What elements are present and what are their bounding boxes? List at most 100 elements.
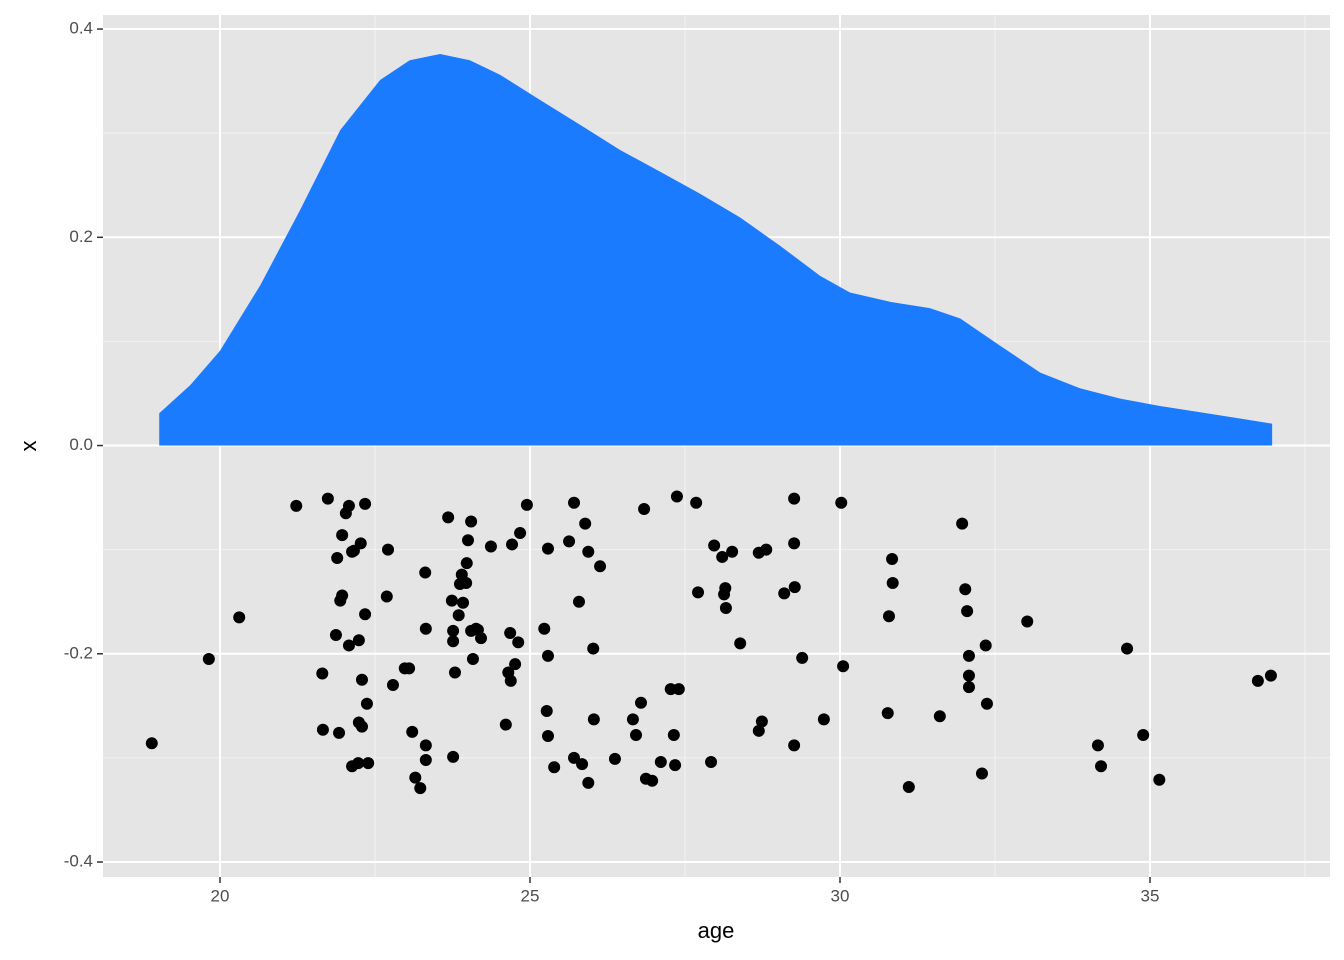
point — [406, 725, 419, 738]
point — [646, 774, 659, 787]
point — [961, 605, 974, 618]
point — [354, 537, 367, 550]
point — [336, 589, 349, 602]
point — [333, 726, 346, 739]
point — [690, 496, 703, 509]
point — [582, 545, 595, 558]
point — [708, 539, 721, 552]
point — [475, 632, 488, 645]
point — [403, 662, 416, 675]
x-tick-label: 25 — [521, 886, 540, 905]
point — [1091, 739, 1104, 752]
point — [448, 666, 461, 679]
point — [419, 566, 432, 579]
point — [355, 720, 368, 733]
point — [331, 551, 344, 564]
point — [734, 637, 747, 650]
point — [692, 586, 705, 599]
point — [568, 751, 581, 764]
point — [499, 718, 512, 731]
point — [667, 728, 680, 741]
point — [329, 629, 342, 642]
point — [514, 526, 527, 539]
point — [538, 622, 551, 635]
point — [1121, 642, 1134, 655]
point — [465, 515, 478, 528]
y-tick-label: -0.2 — [64, 643, 93, 662]
point — [460, 557, 473, 570]
point — [902, 781, 915, 794]
y-axis-title: x — [16, 441, 41, 452]
point — [719, 601, 732, 614]
point — [654, 756, 667, 769]
point — [594, 560, 607, 573]
point — [1153, 773, 1166, 786]
point — [788, 492, 801, 505]
point — [359, 497, 372, 510]
point — [520, 498, 533, 511]
point — [726, 545, 739, 558]
point — [579, 517, 592, 530]
point — [1137, 728, 1150, 741]
point — [975, 767, 988, 780]
point — [634, 696, 647, 709]
point — [1264, 669, 1277, 682]
point — [705, 756, 718, 769]
point — [638, 503, 651, 516]
point — [442, 511, 455, 524]
point — [145, 737, 158, 750]
point — [630, 728, 643, 741]
point — [962, 669, 975, 682]
point — [563, 535, 576, 548]
y-tick-label: 0.0 — [69, 435, 93, 454]
point — [460, 576, 473, 589]
point — [933, 710, 946, 723]
point — [414, 782, 427, 795]
point — [626, 713, 639, 726]
point — [796, 651, 809, 664]
point — [342, 499, 355, 512]
point — [572, 595, 585, 608]
point — [419, 753, 432, 766]
point — [362, 757, 375, 770]
point — [1095, 760, 1108, 773]
point — [959, 583, 972, 596]
point — [512, 636, 525, 649]
point — [881, 707, 894, 720]
point — [445, 594, 458, 607]
point — [882, 610, 895, 623]
point — [979, 639, 992, 652]
point — [359, 608, 372, 621]
point — [484, 540, 497, 553]
point — [817, 713, 830, 726]
point — [582, 776, 595, 789]
point — [409, 771, 422, 784]
point — [716, 550, 729, 563]
point — [568, 496, 581, 509]
point — [980, 697, 993, 710]
point — [835, 496, 848, 509]
point — [316, 667, 329, 680]
point — [587, 642, 600, 655]
point — [316, 723, 329, 736]
point — [587, 713, 600, 726]
point — [355, 673, 368, 686]
point — [956, 517, 969, 530]
point — [380, 590, 393, 603]
point — [321, 492, 334, 505]
point — [755, 715, 768, 728]
point — [760, 543, 773, 556]
x-axis-title: age — [698, 918, 735, 943]
point — [541, 542, 554, 555]
y-tick-label: 0.4 — [69, 19, 93, 38]
point — [290, 499, 303, 512]
point — [719, 582, 732, 595]
point — [752, 724, 765, 737]
point — [886, 576, 899, 589]
point — [540, 705, 553, 718]
x-tick-label: 35 — [1141, 886, 1160, 905]
point — [447, 750, 460, 763]
point — [461, 534, 474, 547]
x-tick-label: 30 — [831, 886, 850, 905]
